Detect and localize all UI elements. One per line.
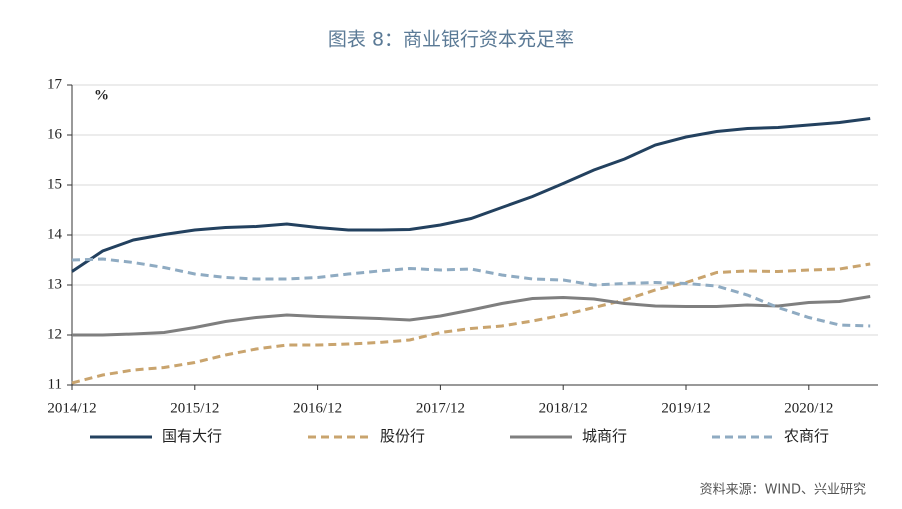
x-tick-label: 2019/12 <box>661 400 710 416</box>
series-line <box>71 117 871 273</box>
y-tick-label: 12 <box>47 326 62 342</box>
y-tick-label: 14 <box>47 226 63 242</box>
chart-title: 图表 8：商业银行资本充足率 <box>328 29 574 51</box>
x-tick-label: 2017/12 <box>416 400 465 416</box>
source: 资料来源：WIND、兴业研究 <box>700 483 866 498</box>
x-tick-label: 2016/12 <box>293 400 342 416</box>
x-tick-label: 2020/12 <box>784 400 833 416</box>
series-line <box>71 262 871 385</box>
y-unit: % <box>94 87 109 103</box>
legend-label: 国有大行 <box>162 427 222 445</box>
series-line <box>72 295 871 337</box>
legend-label: 农商行 <box>784 427 829 445</box>
legend-label: 城商行 <box>582 427 627 445</box>
x-tick-label: 2018/12 <box>539 400 588 416</box>
x-tick-label: 2015/12 <box>170 400 219 416</box>
series-line <box>71 257 871 328</box>
y-tick-label: 15 <box>47 176 62 192</box>
y-tick-label: 13 <box>47 276 62 292</box>
legend-label: 股份行 <box>380 427 425 445</box>
x-tick-label: 2014/12 <box>47 400 96 416</box>
y-tick-label: 17 <box>47 76 63 92</box>
y-tick-label: 16 <box>47 126 63 142</box>
y-tick-label: 11 <box>48 376 62 392</box>
